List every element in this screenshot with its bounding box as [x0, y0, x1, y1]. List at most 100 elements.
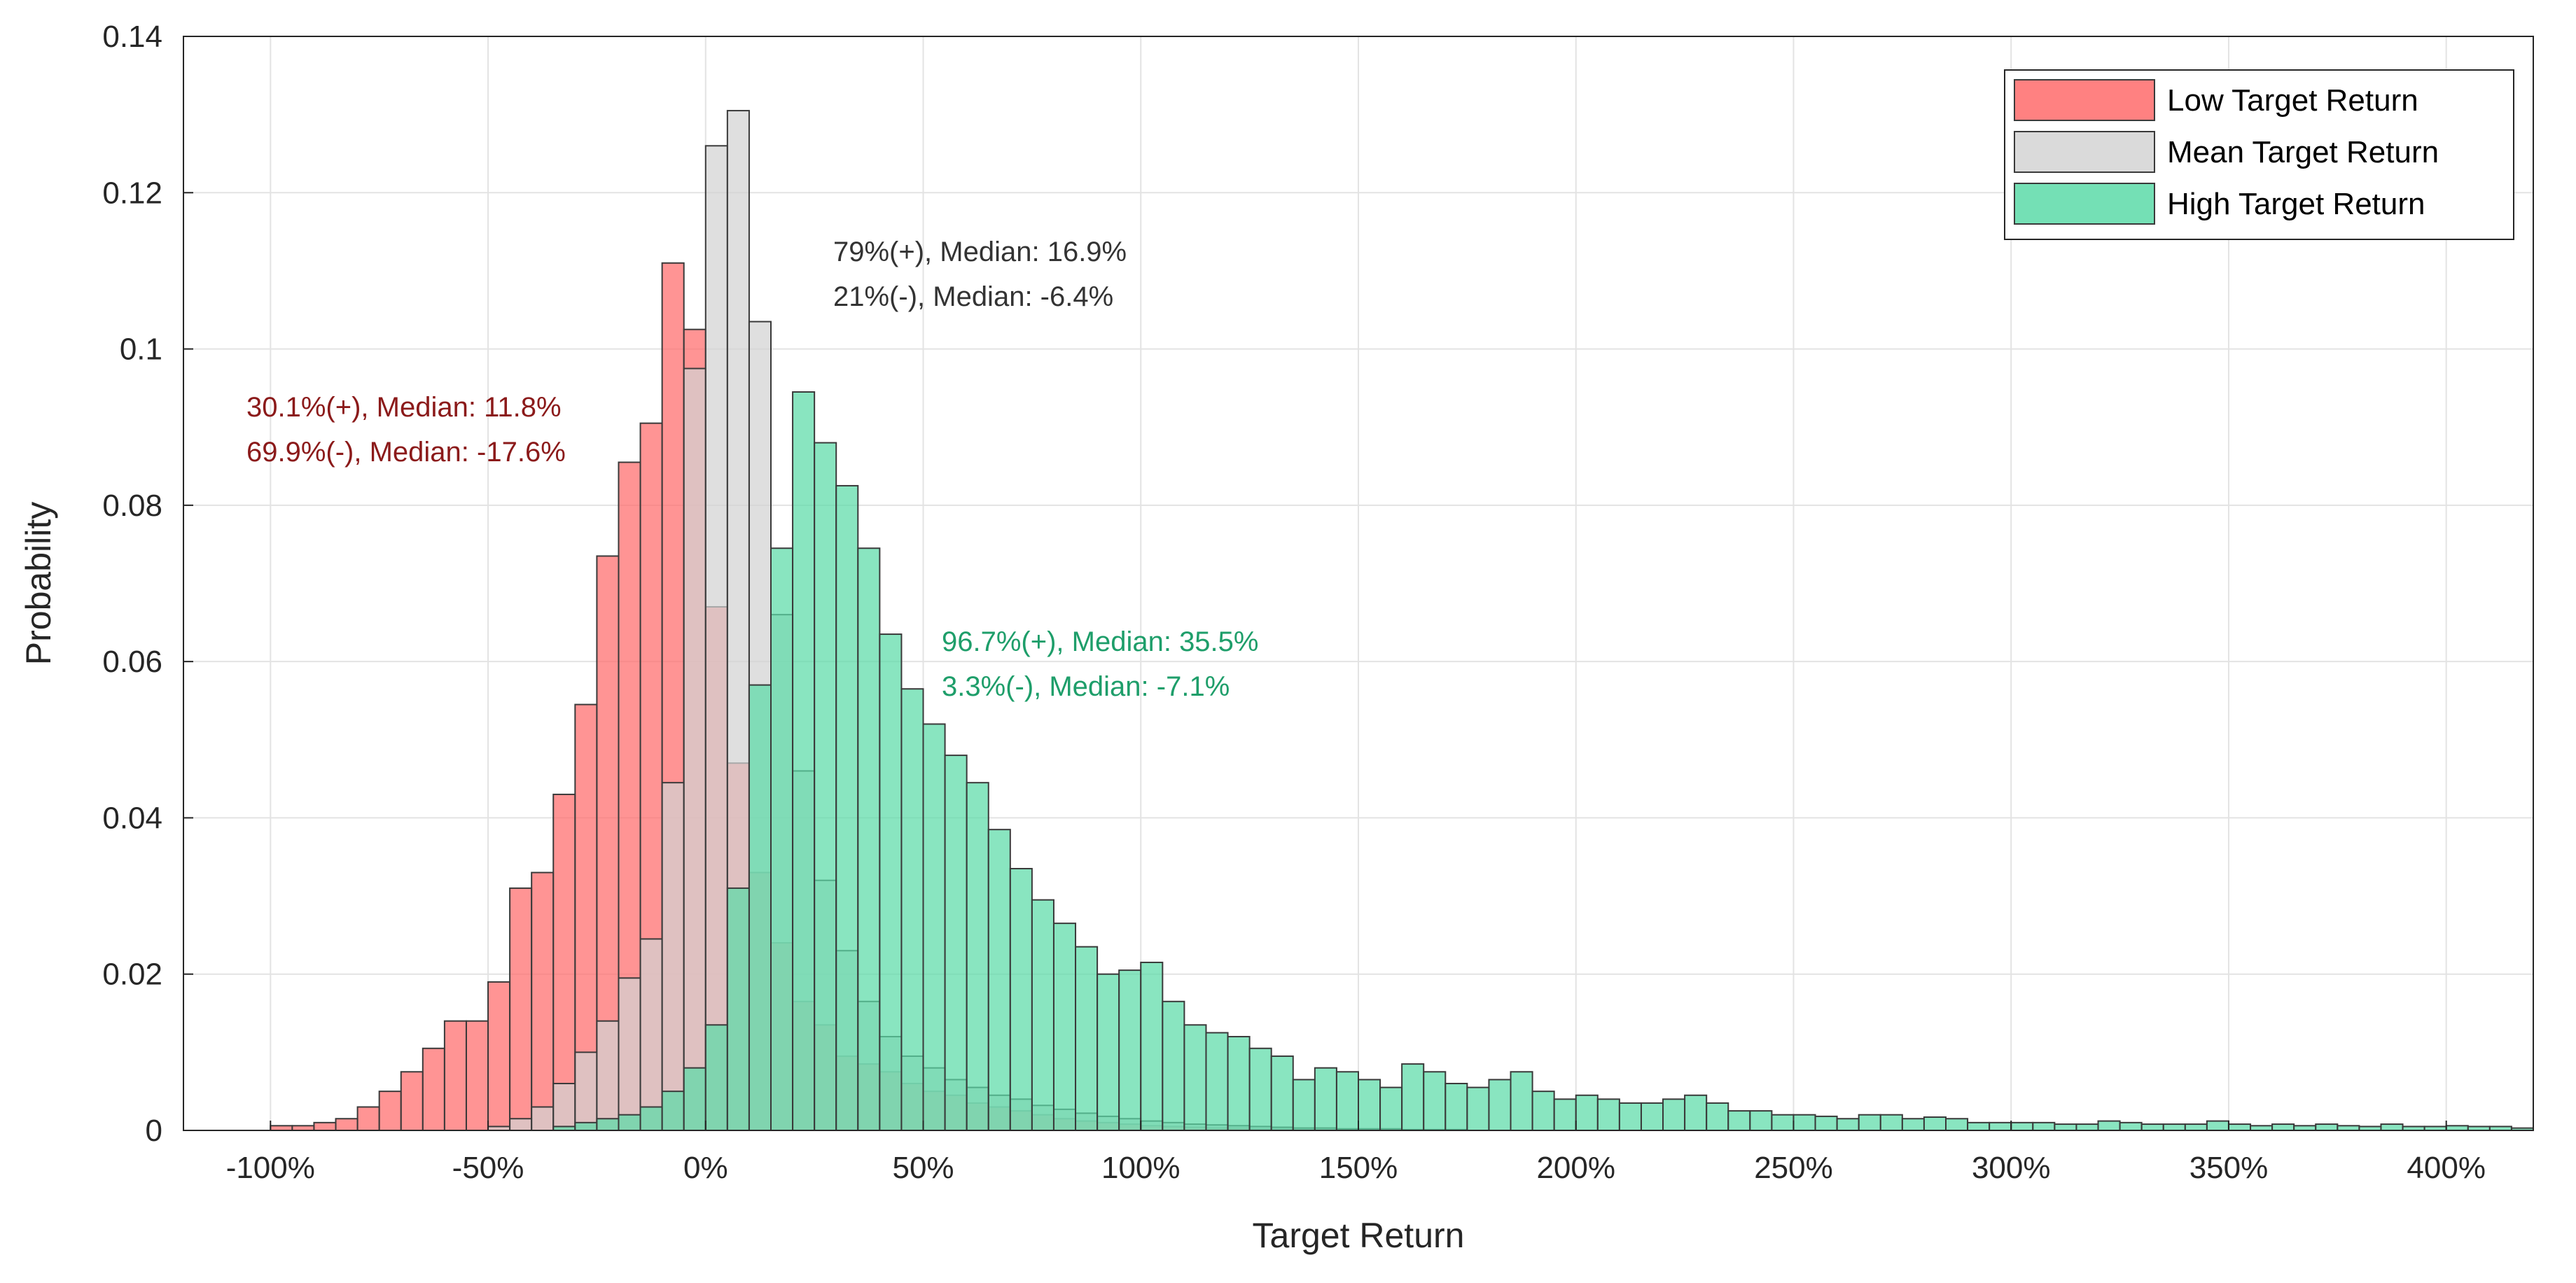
legend-swatch: [2014, 79, 2155, 121]
histogram-bar: [2010, 1121, 2034, 1131]
histogram-bar: [1162, 1000, 1185, 1132]
histogram-bar: [270, 1125, 293, 1131]
histogram-bar: [1031, 899, 1054, 1131]
y-axis-title: Probability: [19, 502, 58, 665]
histogram-bar: [661, 1091, 685, 1132]
histogram-bar: [1989, 1121, 2012, 1131]
histogram-bar: [1227, 1036, 1251, 1131]
histogram-bar: [1596, 1098, 1620, 1132]
histogram-bar: [2293, 1125, 2317, 1131]
histogram-bar: [1466, 1086, 1490, 1132]
histogram-bar: [2119, 1121, 2143, 1131]
histogram-bar: [509, 887, 533, 1131]
histogram-bar: [1749, 1110, 1773, 1131]
x-tick-label: 150%: [1319, 1151, 1398, 1185]
histogram-bar: [1423, 1071, 1447, 1131]
histogram-bar: [1248, 1047, 1272, 1132]
histogram-bar: [857, 547, 881, 1131]
histogram-bar: [509, 1118, 533, 1131]
histogram-bar: [1836, 1118, 1860, 1131]
histogram-bar: [2140, 1123, 2164, 1132]
histogram-bar: [1444, 1083, 1468, 1131]
histogram-bar: [1706, 1102, 1729, 1132]
histogram-bar: [618, 1114, 641, 1131]
histogram-bar: [2227, 1123, 2252, 1132]
histogram-bar: [2184, 1123, 2208, 1132]
histogram-bar: [1662, 1098, 1686, 1132]
annotation-text: 96.7%(+), Median: 35.5%: [942, 626, 1258, 657]
histogram-bar: [1052, 923, 1077, 1132]
legend-swatch: [2014, 183, 2155, 225]
legend-label: Low Target Return: [2167, 83, 2418, 118]
histogram-bar: [1967, 1121, 1991, 1131]
histogram-bar: [726, 887, 750, 1131]
histogram-bar: [487, 981, 511, 1131]
histogram-bar: [639, 1106, 663, 1132]
histogram-bar: [704, 1024, 728, 1131]
histogram-bar: [1901, 1118, 1925, 1131]
histogram-bar: [574, 1121, 598, 1131]
histogram-bar: [1771, 1114, 1795, 1131]
histogram-bar: [2380, 1123, 2404, 1132]
histogram-bar: [1640, 1102, 1664, 1132]
x-tick-label: 250%: [1754, 1151, 1833, 1185]
histogram-bar: [1488, 1079, 1512, 1131]
histogram-bar: [2271, 1123, 2295, 1132]
x-axis-title: Target Return: [1253, 1216, 1465, 1255]
annotation-text: 3.3%(-), Median: -7.1%: [942, 671, 1230, 702]
histogram-bar: [1684, 1094, 1708, 1132]
histogram-bar: [704, 145, 728, 1131]
legend-label: Mean Target Return: [2167, 135, 2439, 169]
histogram-bar: [683, 367, 706, 1131]
histogram-bar: [552, 1083, 576, 1131]
y-tick-label: 0.14: [102, 20, 162, 54]
histogram-bar: [987, 829, 1011, 1132]
histogram-bar: [792, 391, 816, 1131]
histogram-bar: [422, 1047, 445, 1132]
histogram-bar: [1118, 969, 1142, 1132]
histogram-bar: [2032, 1121, 2056, 1131]
histogram-bar: [443, 1020, 467, 1131]
annotation-text: 21%(-), Median: -6.4%: [833, 281, 1113, 312]
histogram-bar: [313, 1121, 337, 1131]
histogram-bar: [356, 1106, 380, 1132]
histogram-bar: [900, 688, 924, 1131]
histogram-bar: [748, 684, 772, 1131]
histogram-bar: [618, 977, 641, 1131]
histogram-bar: [1292, 1079, 1316, 1131]
histogram-bar: [2075, 1123, 2099, 1132]
histogram-bar: [1945, 1118, 1969, 1131]
legend-swatch: [2014, 131, 2155, 173]
histogram-bar: [1575, 1094, 1599, 1132]
histogram-bar: [1183, 1024, 1207, 1131]
histogram-bar: [596, 1118, 620, 1131]
histogram-bar: [879, 633, 903, 1131]
histogram-bar: [922, 723, 946, 1131]
x-tick-label: 300%: [1972, 1151, 2051, 1185]
histogram-bar: [2445, 1125, 2469, 1131]
histogram-bar: [574, 1051, 598, 1132]
x-tick-label: 400%: [2407, 1151, 2486, 1185]
histogram-bar: [1379, 1086, 1403, 1132]
histogram-bar: [683, 1067, 706, 1131]
histogram-bar: [400, 1071, 424, 1131]
histogram-bar: [1858, 1114, 1881, 1131]
histogram-bars: [270, 110, 2535, 1132]
histogram-bar: [2315, 1123, 2339, 1132]
annotation-text: 79%(+), Median: 16.9%: [833, 237, 1127, 267]
histogram-bar: [639, 938, 663, 1131]
x-tick-label: 50%: [892, 1151, 954, 1185]
histogram-bar: [2054, 1123, 2077, 1132]
histogram-bar: [1205, 1032, 1229, 1131]
histogram-bar: [2097, 1120, 2121, 1132]
histogram-bar: [2337, 1125, 2360, 1131]
annotation-text: 69.9%(-), Median: -17.6%: [246, 437, 566, 468]
histogram-bar: [661, 782, 685, 1132]
histogram-bar: [1270, 1055, 1294, 1132]
histogram-bar: [531, 871, 555, 1132]
histogram-bar: [966, 782, 989, 1132]
x-tick-label: 200%: [1536, 1151, 1615, 1185]
axis-ticks: -100% -50% 0% 50% 100% 150% 200% 250% 300% 350% 40…: [102, 20, 2486, 1185]
y-tick-label: 0.02: [102, 958, 162, 992]
